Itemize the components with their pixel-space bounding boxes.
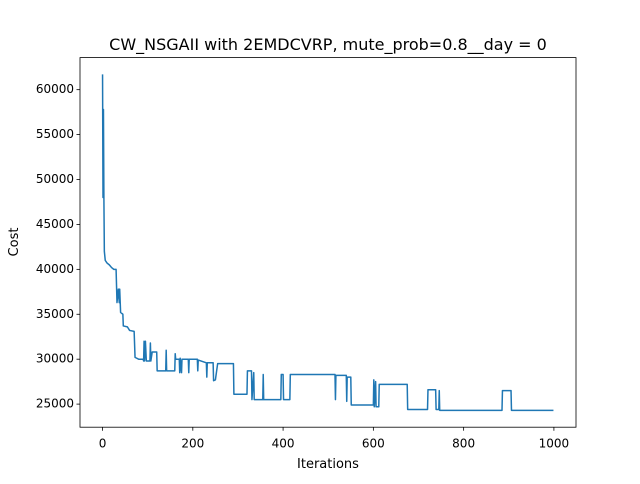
- y-tick-label: 30000: [36, 352, 74, 366]
- y-tick-label: 45000: [36, 217, 74, 231]
- chart-title: CW_NSGAII with 2EMDCVRP, mute_prob=0.8__…: [109, 35, 547, 55]
- x-tick-label: 1000: [539, 437, 570, 451]
- plot-frame: [79, 57, 577, 428]
- y-tick-label: 35000: [36, 307, 74, 321]
- x-tick-label: 600: [362, 437, 385, 451]
- x-axis-label: Iterations: [297, 457, 359, 472]
- x-tick-label: 0: [99, 437, 107, 451]
- y-tick-label: 40000: [36, 262, 74, 276]
- x-tick-label: 800: [452, 437, 475, 451]
- y-axis-label: Cost: [7, 228, 22, 257]
- y-tick-label: 55000: [36, 127, 74, 141]
- y-tick-label: 60000: [36, 82, 74, 96]
- x-tick-label: 200: [181, 437, 204, 451]
- line: [101, 74, 554, 412]
- x-tick-label: 400: [272, 437, 295, 451]
- y-tick-label: 50000: [36, 172, 74, 186]
- y-tick-label: 25000: [36, 397, 74, 411]
